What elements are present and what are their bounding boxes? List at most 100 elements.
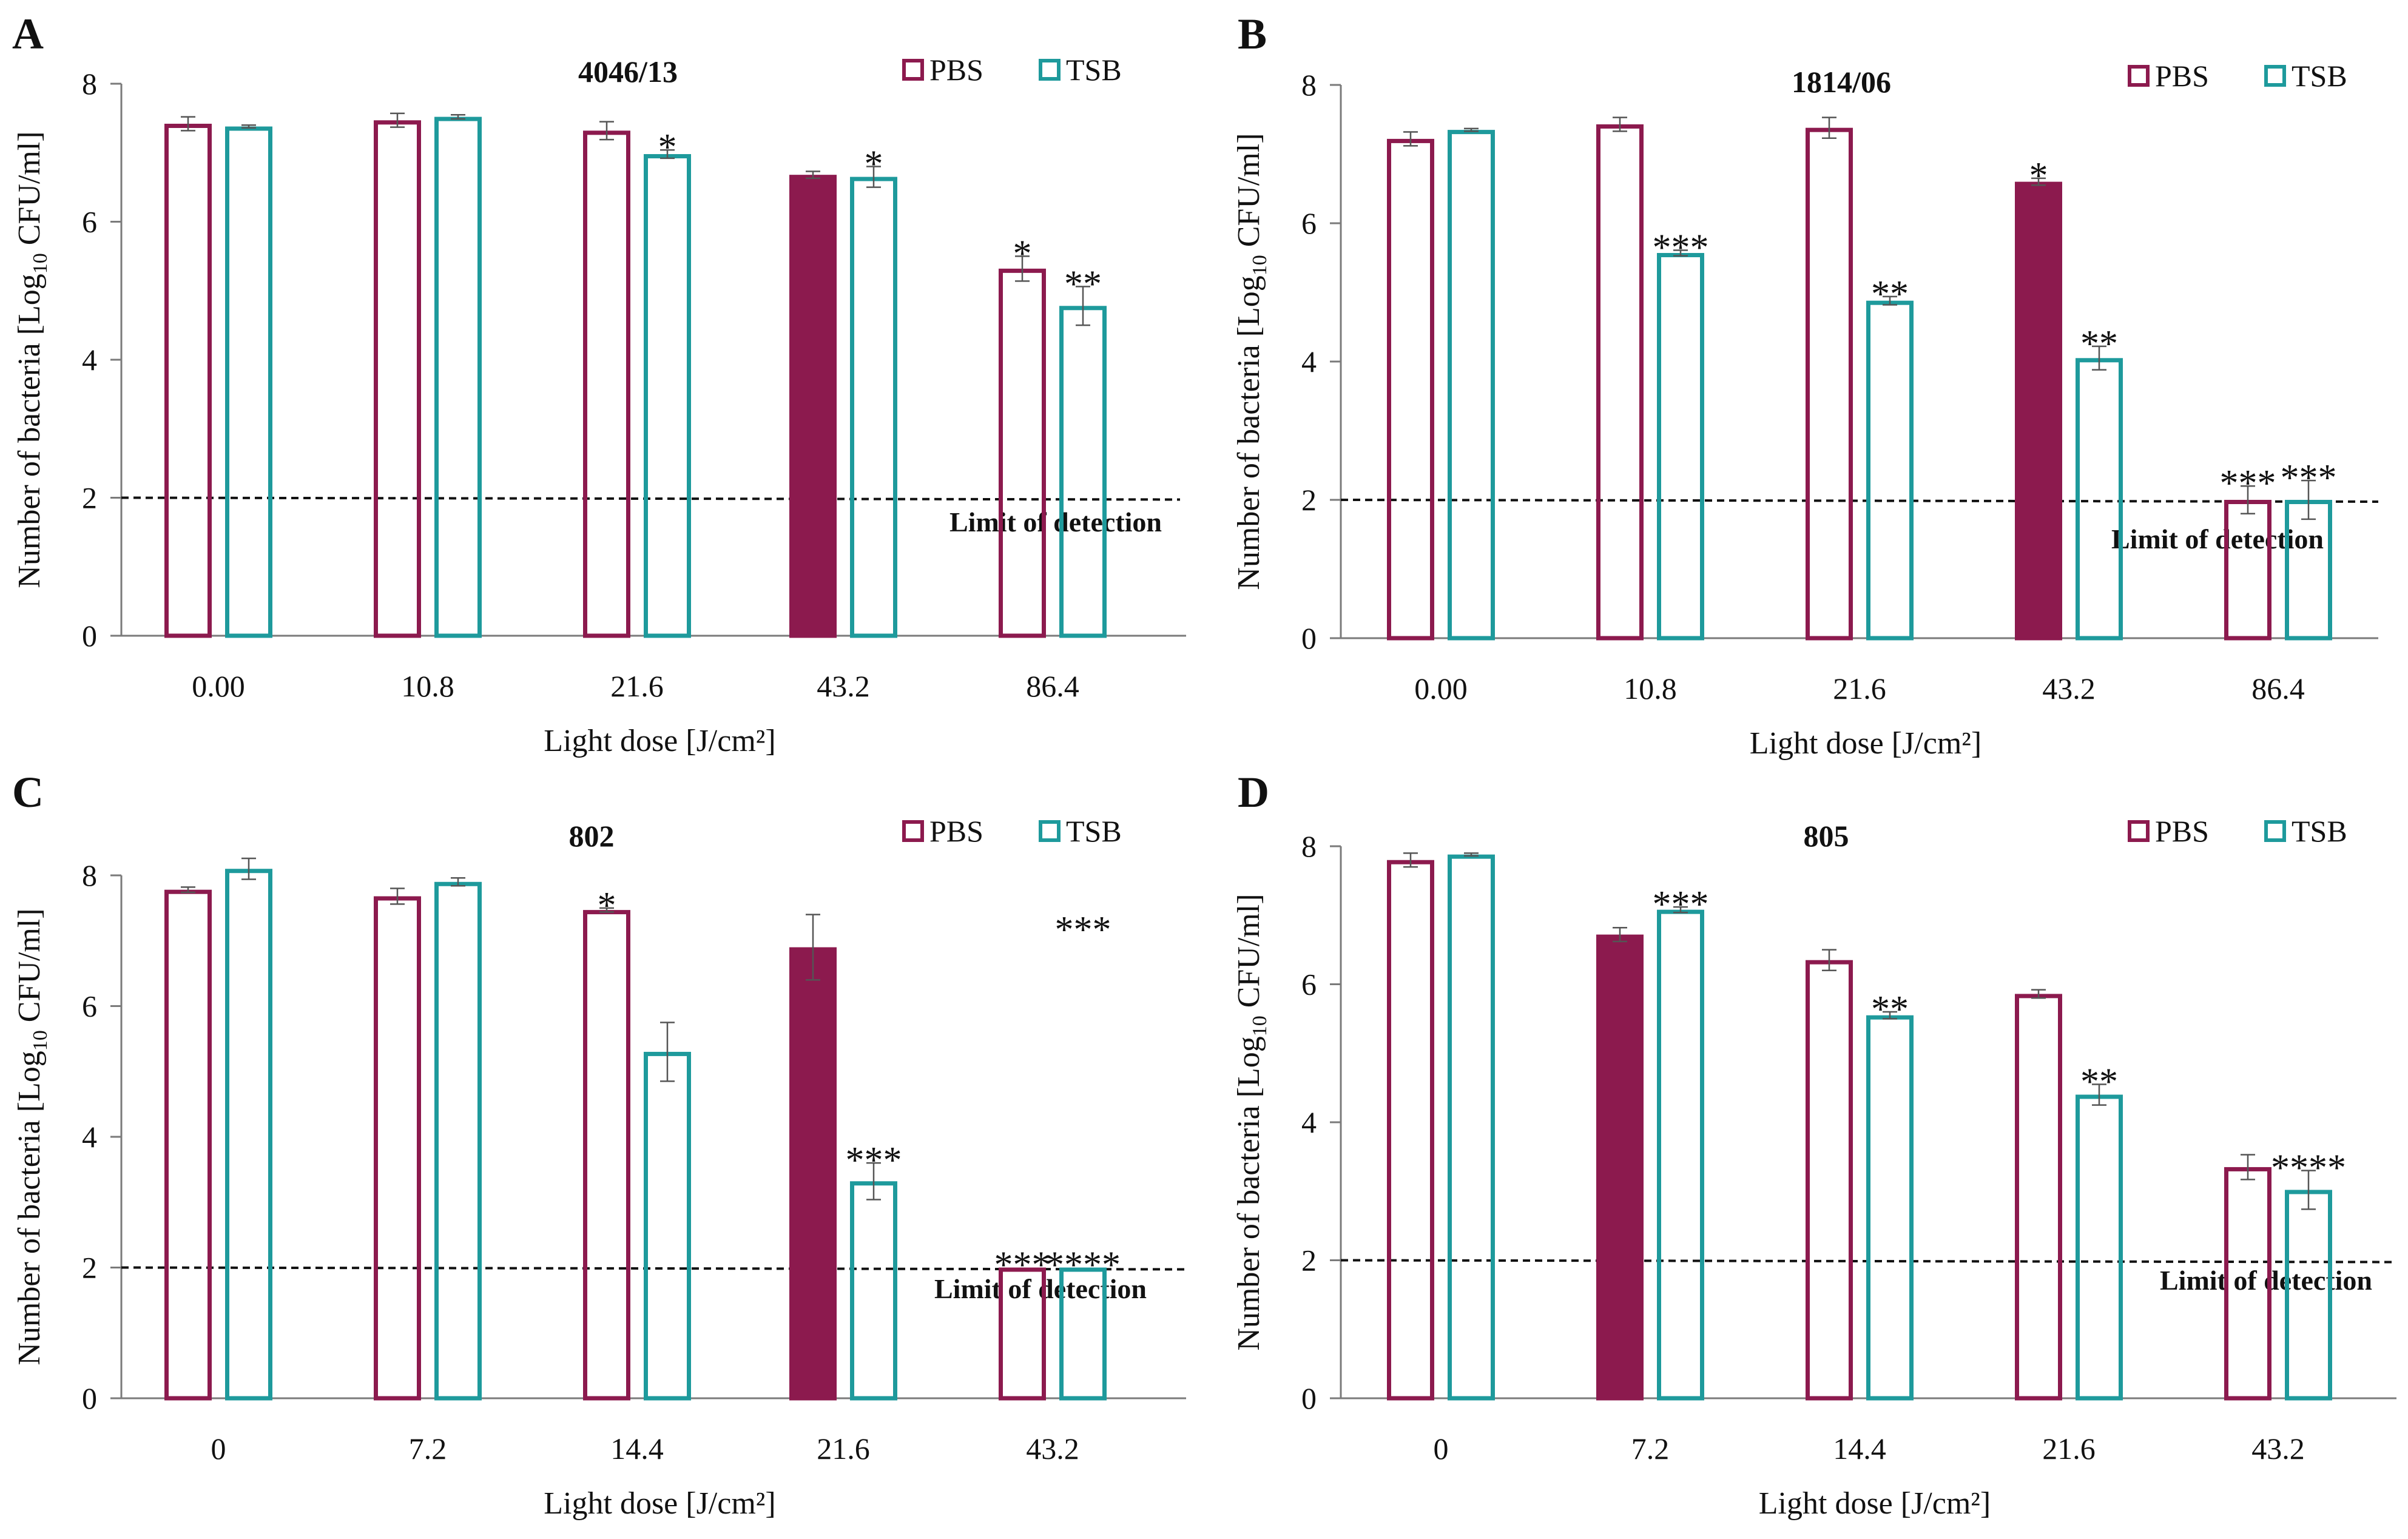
error-bar	[1822, 116, 1836, 140]
legend-label-pbs: PBS	[2155, 814, 2209, 848]
legend-label-tsb: TSB	[2292, 814, 2347, 848]
x-tick-label: 21.6	[817, 1432, 870, 1466]
x-tick-label: 21.6	[1833, 672, 1886, 706]
bar-pbs	[164, 123, 212, 638]
legend-label-tsb: TSB	[2292, 59, 2347, 93]
legend: PBS TSB	[2128, 59, 2347, 93]
x-tick-label: 10.8	[401, 669, 454, 703]
y-tick-label: 4	[82, 1120, 97, 1154]
chart-panel-a: A 4046/13 0 2 4 6 8 Number of bacteria [Log10 C…	[12, 10, 1186, 758]
error-bar	[390, 112, 405, 128]
legend-swatch-pbs	[2128, 65, 2150, 87]
bar-tsb	[225, 126, 272, 638]
x-tick-label: 0	[211, 1432, 226, 1466]
error-bar	[806, 170, 820, 180]
panel-letter: B	[1238, 10, 1267, 58]
bar-pbs	[583, 130, 630, 638]
bar-pbs	[583, 910, 630, 1401]
bar-tsb	[1448, 854, 1495, 1401]
y-tick-label: 8	[1301, 829, 1317, 863]
bar-tsb	[850, 1181, 897, 1401]
significance-label: ***	[994, 1245, 1051, 1286]
bar-tsb	[2076, 1094, 2123, 1401]
bar-tsb	[1866, 300, 1914, 641]
significance-label: *	[658, 127, 677, 168]
chart-title: 4046/13	[578, 55, 678, 89]
y-tick-label: 6	[82, 989, 97, 1023]
lod-label: Limit of detection	[949, 507, 1162, 537]
y-tick-label: 0	[82, 1381, 97, 1415]
significance-label: *	[2029, 155, 2048, 197]
error-bar	[451, 877, 465, 887]
error-bar	[1403, 131, 1418, 147]
y-tick-label: 2	[82, 1251, 97, 1285]
significance-label: **	[1871, 989, 1909, 1030]
bar-tsb	[434, 116, 482, 638]
significance-label: ***	[1653, 884, 1709, 925]
chart-title: 805	[1804, 819, 1849, 853]
bar-pbs	[789, 175, 837, 638]
bar-pbs	[1387, 138, 1434, 641]
error-bar	[866, 166, 881, 188]
significance-label: ***	[1653, 227, 1709, 268]
lod-label: Limit of detection	[934, 1273, 1147, 1304]
error-bar	[1015, 255, 1030, 282]
chart-panel-d: D 805 0 2 4 6 8 Number of bacteria [Log10 CFU/m…	[1232, 768, 2397, 1521]
x-tick-label: 7.2	[409, 1432, 447, 1466]
chart-panel-c: C 802 0 2 4 6 8 Number of bacteria [Log10 CFU/m…	[12, 768, 1187, 1521]
lod-label: Limit of detection	[2111, 524, 2324, 554]
error-bar	[2301, 1170, 2316, 1210]
bar-pbs	[2015, 181, 2062, 641]
bar-tsb	[1657, 253, 1704, 641]
error-bar	[2031, 177, 2046, 186]
x-axis-label: Light dose [J/cm²]	[1759, 1486, 1991, 1521]
x-tick-label: 21.6	[2042, 1432, 2096, 1466]
legend-label-pbs: PBS	[929, 53, 983, 87]
x-axis-label: Light dose [J/cm²]	[544, 1486, 775, 1521]
legend: PBS TSB	[902, 814, 1122, 848]
error-bar	[390, 887, 405, 905]
y-tick-label: 6	[1301, 206, 1317, 240]
bar-tsb	[434, 881, 482, 1401]
x-axis-label: Light dose [J/cm²]	[544, 724, 775, 758]
lod-line	[1340, 499, 2379, 503]
bar-tsb	[2076, 358, 2123, 641]
error-bar	[181, 886, 195, 894]
y-tick-label: 8	[82, 858, 97, 892]
significance-label: ***	[846, 1140, 902, 1181]
chart-panel-b: B 1814/06 0 2 4 6 8 Number of bacteria [Log10 C…	[1232, 10, 2379, 761]
legend-swatch-tsb	[1039, 820, 1061, 842]
legend-label-pbs: PBS	[929, 814, 983, 848]
bar-pbs	[164, 889, 212, 1401]
x-tick-label: 21.6	[610, 669, 664, 703]
error-bar	[1613, 926, 1627, 943]
legend-swatch-pbs	[2128, 820, 2150, 842]
bar-tsb	[1657, 909, 1704, 1401]
x-tick-label: 10.8	[1624, 672, 1677, 706]
x-tick-label: 86.4	[2251, 672, 2305, 706]
legend-label-pbs: PBS	[2155, 59, 2209, 93]
bar-pbs	[1387, 860, 1434, 1401]
bar-tsb	[644, 154, 691, 638]
legend-swatch-pbs	[902, 820, 924, 842]
x-tick-label: 0	[1434, 1432, 1449, 1466]
error-bar	[1673, 249, 1688, 257]
legend-swatch-tsb	[1039, 59, 1061, 81]
bar-pbs	[789, 947, 837, 1401]
significance-label: ***	[2281, 457, 2337, 499]
y-tick-label: 4	[1301, 1105, 1317, 1139]
chart-title: 802	[569, 819, 615, 853]
bar-tsb	[850, 177, 897, 638]
panel-letter: A	[12, 10, 44, 58]
significance-label: ***	[1055, 909, 1111, 951]
error-bar	[1464, 127, 1479, 132]
significance-label: **	[2080, 1061, 2118, 1102]
bar-pbs	[1806, 127, 1853, 641]
bar-tsb	[2285, 500, 2332, 641]
x-tick-label: 43.2	[2251, 1432, 2305, 1466]
error-bar	[1403, 852, 1418, 868]
y-tick-label: 0	[82, 619, 97, 653]
significance-label: *	[1013, 233, 1032, 274]
x-tick-label: 14.4	[1833, 1432, 1886, 1466]
